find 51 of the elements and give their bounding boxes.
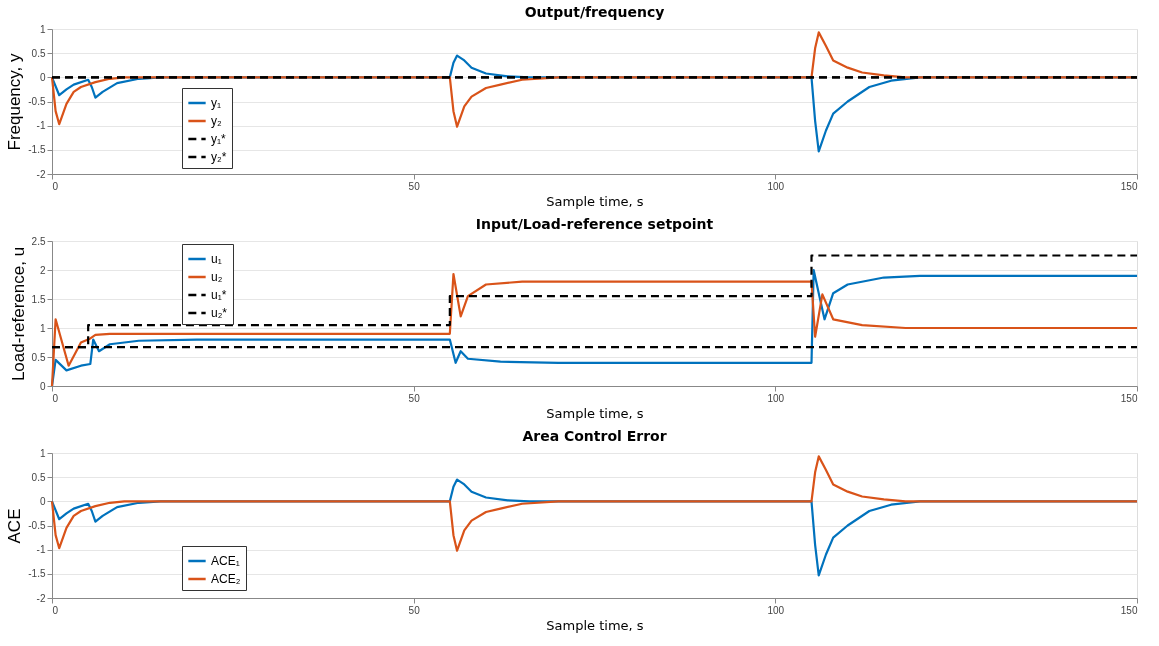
chart-title: Area Control Error: [522, 428, 667, 444]
x-tick-label: 50: [408, 392, 421, 404]
x-tick-label: 0: [52, 392, 59, 404]
legend-label: u₁*: [211, 288, 227, 302]
y-tick-label: 1: [39, 322, 46, 334]
y-tick-label: 0.5: [31, 351, 46, 363]
y-tick-label: -2: [36, 592, 46, 604]
legend-label: y₁: [211, 96, 222, 110]
x-tick-label: 100: [767, 180, 785, 192]
y-tick-label: 0: [39, 380, 46, 392]
legend-label: u₂: [211, 270, 223, 284]
y-tick-label: -1: [36, 120, 46, 132]
y-tick-label: 2.5: [31, 235, 46, 247]
y-tick-label: 0.5: [31, 471, 46, 483]
legend-label: u₂*: [211, 306, 228, 320]
y-tick-label: 0: [39, 495, 46, 507]
chart-title: Output/frequency: [524, 4, 665, 20]
x-tick-label: 100: [767, 604, 785, 616]
y-tick-label: -2: [36, 168, 46, 180]
y-tick-label: -1: [36, 544, 46, 556]
x-axis-title: Sample time, s: [546, 405, 644, 421]
x-tick-label: 150: [1120, 604, 1138, 616]
y-axis-title: Frequency, y: [5, 53, 25, 151]
x-tick-label: 0: [52, 604, 59, 616]
y-tick-label: -0.5: [28, 520, 46, 531]
y-axis-title: ACE: [5, 508, 25, 544]
y-tick-label: 1.5: [31, 293, 46, 305]
y-axis-title: Load-reference, u: [8, 246, 28, 382]
y-tick-label: -0.5: [28, 96, 46, 107]
legend-label: u₁: [211, 252, 222, 266]
legend-label: ACE₁: [211, 554, 240, 568]
x-axis-title: Sample time, s: [546, 617, 644, 633]
x-tick-label: 50: [408, 604, 421, 616]
x-tick-label: 100: [767, 392, 785, 404]
legend-label: y₂: [211, 114, 222, 128]
chart-title: Input/Load-reference setpoint: [475, 216, 714, 232]
x-tick-label: 50: [408, 180, 421, 192]
y-tick-label: -1.5: [28, 568, 46, 580]
x-axis-title: Sample time, s: [546, 193, 644, 209]
y-tick-label: -1.5: [28, 144, 46, 156]
y-tick-label: 1: [39, 447, 46, 459]
x-tick-label: 150: [1120, 180, 1138, 192]
y-tick-label: 2: [39, 264, 46, 276]
y-tick-label: 0.5: [31, 47, 46, 59]
legend-label: ACE₂: [211, 572, 241, 586]
x-tick-label: 0: [52, 180, 59, 192]
y-tick-label: 0: [39, 71, 46, 83]
y-tick-label: 1: [39, 23, 46, 35]
legend-label: y₂*: [211, 150, 227, 164]
x-tick-label: 150: [1120, 392, 1138, 404]
legend-label: y₁*: [211, 132, 227, 146]
